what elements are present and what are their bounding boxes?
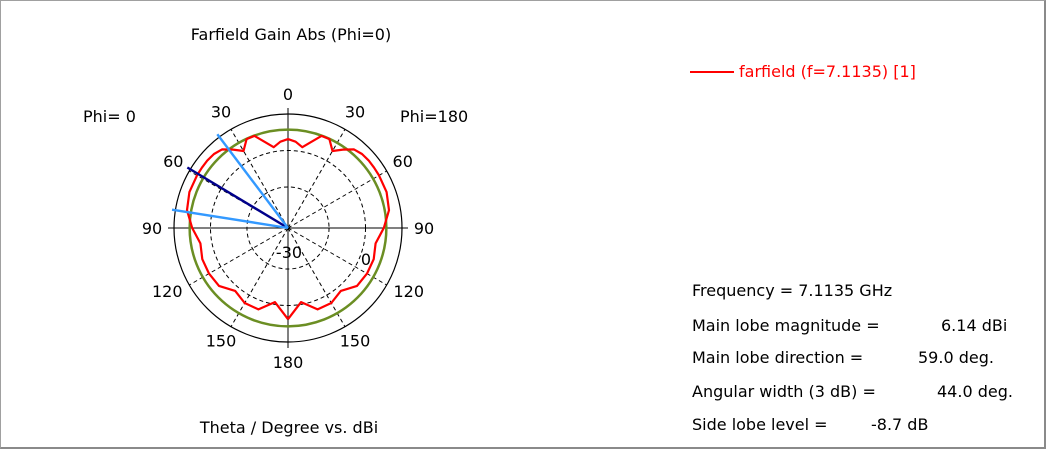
grid-outer-ring	[173, 113, 403, 343]
contour-circle-0	[188, 128, 388, 328]
theta-tick-label: 60	[393, 152, 413, 171]
angular-width-value: 44.0 deg.	[937, 382, 1013, 401]
theta-tick-label: 120	[152, 282, 183, 301]
indicator-line-1	[216, 133, 289, 229]
phi-right-label: Phi=180	[400, 107, 468, 126]
theta-tick-label: 90	[414, 219, 434, 238]
grid-spoke-30	[287, 129, 346, 229]
indicator-line-0	[186, 166, 289, 230]
series-line-0	[185, 134, 391, 320]
theta-tick-label: 30	[211, 102, 231, 121]
grid-spoke-240	[189, 227, 289, 286]
radial-tick-label: -30	[276, 243, 302, 262]
grid-spoke-330	[230, 129, 289, 229]
theta-tick-label: 150	[206, 332, 237, 351]
radial-tick-label: 0	[361, 250, 371, 269]
frequency-text: Frequency = 7.1135 GHz	[692, 281, 893, 300]
legend-entry: farfield (f=7.1135) [1]	[739, 62, 916, 81]
phi-left-label: Phi= 0	[83, 107, 136, 126]
grid-spoke-210	[230, 227, 289, 327]
legend-line-swatch	[690, 71, 734, 73]
data-layer	[171, 128, 391, 328]
main-lobe-direction-value: 59.0 deg.	[918, 348, 994, 367]
side-lobe-level-value: -8.7 dB	[871, 415, 929, 434]
label-layer: Farfield Gain Abs (Phi=0) Theta / Degree…	[83, 25, 468, 437]
main-lobe-direction-label: Main lobe direction =	[692, 348, 864, 367]
main-lobe-magnitude-value: 6.14 dBi	[941, 316, 1008, 335]
chart-title: Farfield Gain Abs (Phi=0)	[191, 25, 391, 44]
theta-tick-label: 180	[273, 353, 304, 372]
theta-tick-label: 150	[340, 332, 371, 351]
grid-spoke-150	[287, 227, 346, 327]
main-lobe-magnitude-label: Main lobe magnitude =	[692, 316, 880, 335]
grid-spoke-120	[287, 227, 387, 286]
x-axis-label: Theta / Degree vs. dBi	[199, 418, 378, 437]
theta-tick-label: 0	[283, 85, 293, 104]
grid-spoke-60	[287, 170, 387, 229]
angular-width-label: Angular width (3 dB) =	[692, 382, 876, 401]
theta-tick-label: 90	[142, 219, 162, 238]
theta-tick-label: 30	[345, 102, 365, 121]
side-lobe-level-label: Side lobe level =	[692, 415, 828, 434]
indicator-line-2	[171, 208, 289, 230]
theta-tick-label: 60	[163, 152, 183, 171]
theta-tick-label: 120	[393, 282, 424, 301]
